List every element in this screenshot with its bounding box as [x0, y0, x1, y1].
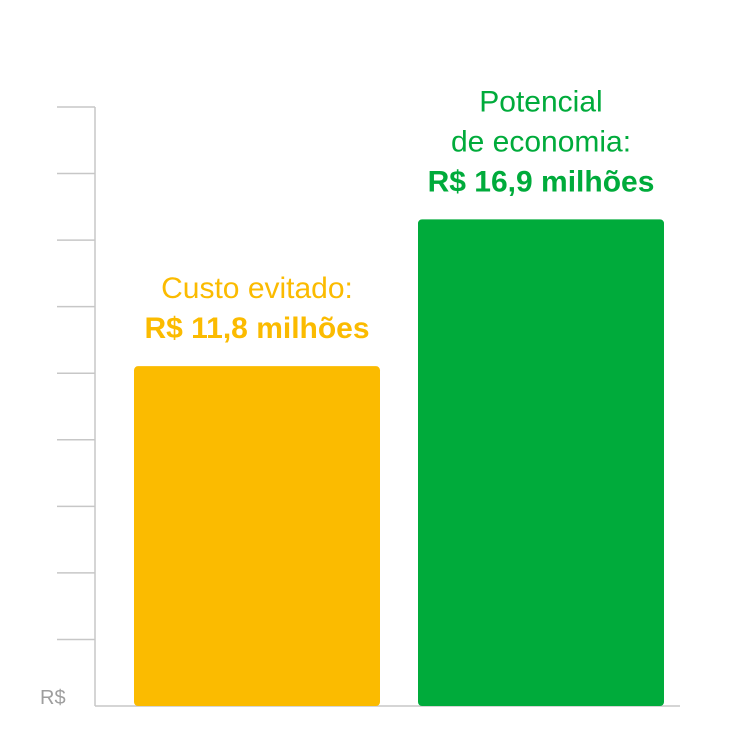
bar-category-label: de economia:: [451, 125, 631, 158]
bar-labels: R$ 11,8 milhões Custo evitado: R$ 16,9 mil…: [144, 85, 654, 345]
bar-value-label: R$ 16,9 milhões: [428, 165, 655, 198]
bars: [134, 219, 664, 706]
bar-category-label: Custo evitado:: [161, 272, 353, 305]
y-axis-unit-label: R$: [40, 687, 66, 709]
bar-category-label: Potencial: [479, 85, 602, 118]
bar-1: [134, 366, 380, 706]
bar-2: [418, 219, 664, 706]
bar-value-label: R$ 11,8 milhões: [144, 312, 369, 345]
